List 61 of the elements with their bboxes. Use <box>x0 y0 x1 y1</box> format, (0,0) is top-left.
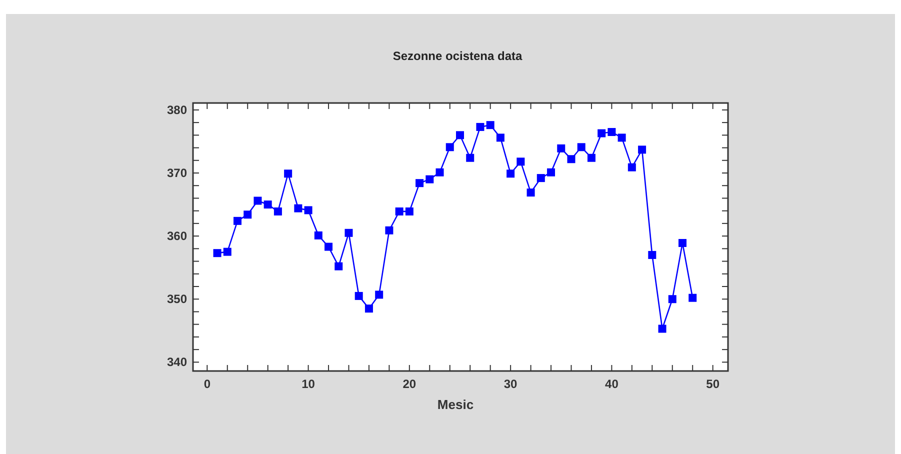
point <box>598 129 606 138</box>
x-tick-label: 20 <box>402 377 416 391</box>
point <box>476 122 484 131</box>
point <box>658 324 666 333</box>
point <box>395 207 404 216</box>
point <box>375 290 384 299</box>
x-tick-label: 10 <box>302 377 316 391</box>
point <box>536 174 545 182</box>
x-tick-label: 40 <box>605 377 619 391</box>
point <box>234 216 242 225</box>
point <box>466 154 474 162</box>
point <box>638 146 646 154</box>
y-tick-label: 340 <box>166 355 188 370</box>
point <box>557 144 566 152</box>
point <box>446 143 454 152</box>
point <box>334 262 343 270</box>
point <box>547 168 556 176</box>
x-tick-label: 30 <box>504 377 518 391</box>
point <box>486 121 494 130</box>
y-tick-label: 370 <box>166 166 188 180</box>
point <box>304 206 312 214</box>
point <box>364 304 373 313</box>
point <box>628 163 636 172</box>
point <box>344 228 353 237</box>
point <box>526 188 535 197</box>
point <box>688 294 697 302</box>
point <box>436 168 444 176</box>
point <box>324 242 333 251</box>
point <box>294 204 302 212</box>
point <box>416 179 424 188</box>
point <box>314 231 322 240</box>
point <box>668 295 676 304</box>
point <box>587 154 596 162</box>
point <box>506 170 515 178</box>
point <box>244 210 252 219</box>
point <box>264 200 272 209</box>
point <box>426 175 434 184</box>
point <box>254 196 262 205</box>
point <box>496 134 504 142</box>
x-tick-label: 50 <box>706 377 720 391</box>
point <box>354 292 363 300</box>
point <box>274 207 282 216</box>
point <box>405 207 414 216</box>
point <box>678 238 686 247</box>
point <box>223 248 232 256</box>
point <box>567 155 576 164</box>
x-tick-label: 0 <box>204 377 211 391</box>
point <box>456 131 464 140</box>
point <box>385 226 394 234</box>
chart-title: Sezonne ocistena data <box>392 49 523 63</box>
point <box>577 143 586 152</box>
x-axis-title: Mesic <box>437 397 474 412</box>
y-tick-label: 360 <box>166 229 188 244</box>
point <box>648 250 656 259</box>
point <box>608 128 616 136</box>
y-tick-label: 350 <box>166 292 188 306</box>
y-tick-label: 380 <box>166 102 188 117</box>
point <box>284 170 292 178</box>
point <box>618 134 626 142</box>
point <box>213 249 222 258</box>
point <box>516 158 525 166</box>
